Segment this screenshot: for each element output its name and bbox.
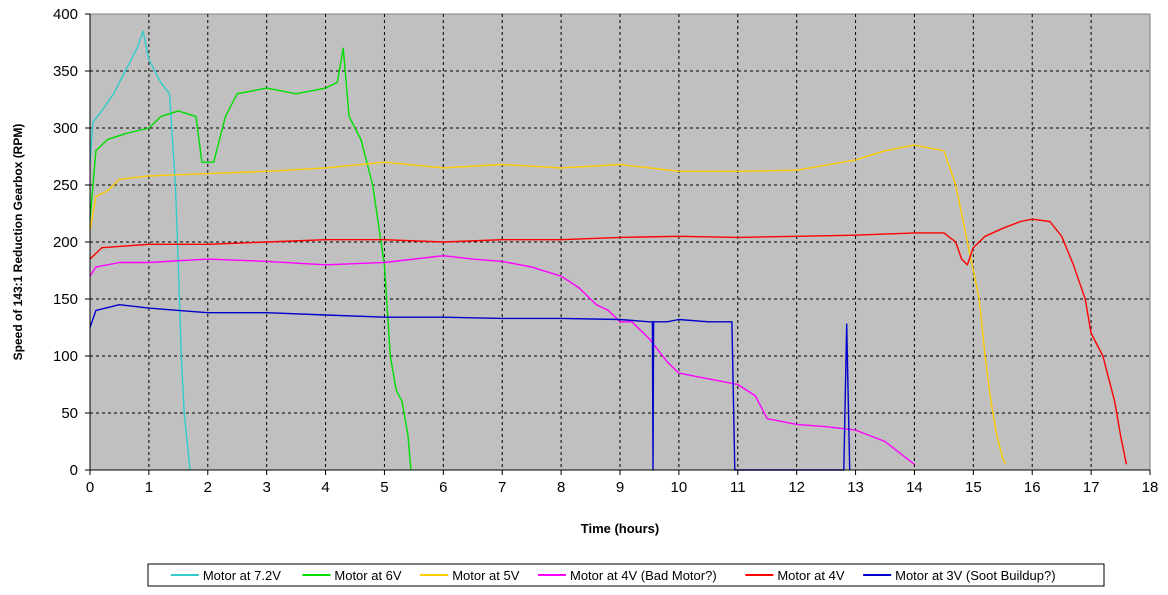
legend-label-3: Motor at 5V [452, 568, 520, 583]
y-tick-label: 400 [53, 6, 78, 23]
series-lines [89, 30, 1128, 471]
x-tick-label: 18 [1142, 479, 1159, 496]
legend: Motor at 7.2V Motor at 6V Motor at 5V Motor… [147, 563, 1105, 587]
x-tick-label: 12 [788, 479, 805, 496]
legend-label-1: Motor at 7.2V [203, 568, 281, 583]
legend-label-4: Motor at 4V (Bad Motor?) [570, 568, 717, 583]
x-tick-label: 4 [321, 479, 329, 496]
x-tick-label: 11 [730, 479, 746, 496]
y-tick-label: 50 [61, 405, 78, 422]
y-tick-label: 350 [53, 63, 78, 80]
x-tick-label: 13 [847, 479, 864, 496]
x-tick-label: 10 [671, 479, 688, 496]
x-tick-label: 6 [439, 479, 447, 496]
x-tick-label: 5 [380, 479, 388, 496]
series-line-5 [89, 218, 1128, 465]
x-tick-label: 9 [616, 479, 624, 496]
series-line-6 [89, 304, 851, 471]
y-axis-label: Speed of 143:1 Reduction Gearbox (RPM) [11, 124, 25, 361]
x-tick-label: 7 [498, 479, 506, 496]
x-axis-label: Time (hours) [581, 521, 660, 536]
y-tick-label: 150 [53, 291, 78, 308]
x-tick-label: 8 [557, 479, 565, 496]
x-tick-label: 3 [262, 479, 270, 496]
x-tick-label: 1 [145, 479, 153, 496]
y-tick-label: 300 [53, 120, 78, 137]
legend-label-6: Motor at 3V (Soot Buildup?) [895, 568, 1055, 583]
series-line-1 [89, 30, 191, 471]
y-tick-label: 100 [53, 348, 78, 365]
x-tick-label: 14 [906, 479, 923, 496]
x-tick-label: 2 [204, 479, 212, 496]
series-line-3 [89, 144, 1007, 465]
x-tick-label: 0 [86, 479, 94, 496]
series-line-2 [89, 47, 412, 471]
y-tick-label: 250 [53, 177, 78, 194]
x-tick-label: 15 [965, 479, 982, 496]
gridlines [90, 14, 1150, 470]
legend-box [147, 563, 1105, 587]
legend-label-2: Motor at 6V [334, 568, 402, 583]
y-tick-label: 0 [70, 462, 78, 479]
legend-label-5: Motor at 4V [777, 568, 845, 583]
tick-labels: 0 1 2 3 4 5 6 7 8 9 10 11 12 13 14 15 16 17 18050100150200… [53, 6, 1158, 496]
series-line-4 [89, 255, 915, 465]
x-tick-label: 17 [1083, 479, 1100, 496]
y-tick-label: 200 [53, 234, 78, 251]
x-tick-label: 16 [1024, 479, 1041, 496]
